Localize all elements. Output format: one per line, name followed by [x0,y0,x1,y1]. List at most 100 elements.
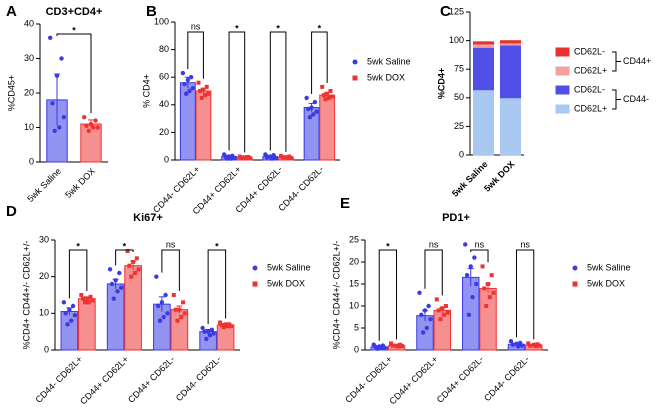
legend-label: 5wk Saline [587,262,631,272]
significance-bracket [207,249,227,324]
legend-marker [252,281,258,287]
significance-label: * [235,23,239,33]
data-point [155,303,161,309]
x-tick-label: CD44- CD62L+ [343,354,394,405]
data-point [378,346,384,351]
data-point [127,263,132,268]
data-point [510,342,516,347]
data-point [428,317,433,322]
data-point [86,128,91,134]
data-point [180,70,186,76]
data-point [375,346,380,351]
significance-label: * [386,241,390,251]
data-point [182,81,187,87]
significance-label: ns [191,21,201,31]
data-point [157,318,163,323]
y-tick-label: 125 [449,6,464,16]
data-point [311,112,316,117]
data-point [474,281,479,287]
panel-label: E [340,195,350,212]
data-point [396,344,401,349]
significance-bracket [228,31,246,153]
data-point [280,155,285,160]
significance-label: * [123,241,127,251]
data-point [225,324,230,329]
data-point [59,56,64,61]
data-point [328,89,333,93]
legend-label: 5wk DOX [267,278,305,288]
legend-label: CD62L+ [574,103,607,113]
data-point [321,93,326,98]
data-point [307,115,313,120]
y-axis-label: %CD4+ CD44+/- CD62L+/- [331,241,341,350]
bar-segment [472,43,495,48]
significance-label: ns [475,239,485,249]
data-point [247,155,252,160]
data-point [202,329,207,334]
data-point [196,80,201,85]
bar [78,298,96,351]
data-point [463,242,468,247]
data-point [436,308,441,313]
y-tick-label: 0 [29,156,34,166]
data-point [165,311,170,316]
y-tick-label: 20 [24,87,34,97]
legend-marker [555,104,570,114]
data-point [159,300,165,305]
data-point [306,106,311,112]
data-point [72,312,78,318]
y-tick-label: 40 [159,99,169,109]
x-tick-label: CD44+ CD62L- [435,354,486,405]
data-point [57,125,62,130]
data-point [417,290,422,295]
data-point [445,310,450,315]
data-point [229,324,234,329]
x-tick-label: CD44+ CD62L+ [78,354,130,406]
data-point [65,322,70,327]
legend-label: 5wk DOX [587,278,625,288]
data-point [188,75,194,80]
data-point [173,307,178,312]
data-point [219,323,224,328]
data-point [67,307,72,312]
y-tick-label: 50 [454,92,464,102]
bar [319,94,336,161]
data-point [177,307,182,312]
data-point [314,109,319,114]
data-point [537,343,542,348]
data-point [528,343,533,348]
data-point [464,273,470,278]
data-point [198,89,203,93]
data-point [443,304,448,308]
legend-label: 5wk DOX [367,72,405,82]
data-point [134,256,139,261]
significance-label: * [76,241,80,251]
y-tick-label: 10 [24,122,34,132]
legend-label: 5wk Saline [267,262,311,272]
data-point [199,95,204,100]
y-tick-label: 80 [159,44,169,54]
data-point [115,289,120,294]
data-point [440,306,445,311]
data-point [225,156,230,161]
data-point [400,344,405,349]
data-point [129,274,134,279]
y-axis-label: %CD45+ [6,75,16,111]
data-point [81,296,86,301]
significance-bracket [470,249,489,263]
data-point [206,91,211,96]
data-point [63,311,68,316]
x-tick-label: 5wk Saline [450,159,490,199]
data-point [93,118,98,123]
data-point [90,298,95,303]
data-point [466,312,472,317]
data-point [132,271,137,275]
data-point [533,344,538,349]
data-point [484,304,489,308]
significance-bracket [515,249,535,340]
legend-group-label: CD44- [623,94,649,104]
data-point [185,77,191,83]
legend-marker [572,265,578,271]
bar-segment [499,97,522,156]
